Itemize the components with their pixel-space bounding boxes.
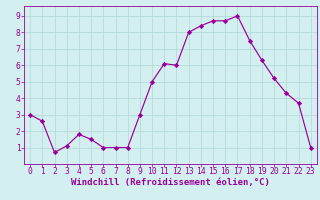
X-axis label: Windchill (Refroidissement éolien,°C): Windchill (Refroidissement éolien,°C): [71, 178, 270, 187]
